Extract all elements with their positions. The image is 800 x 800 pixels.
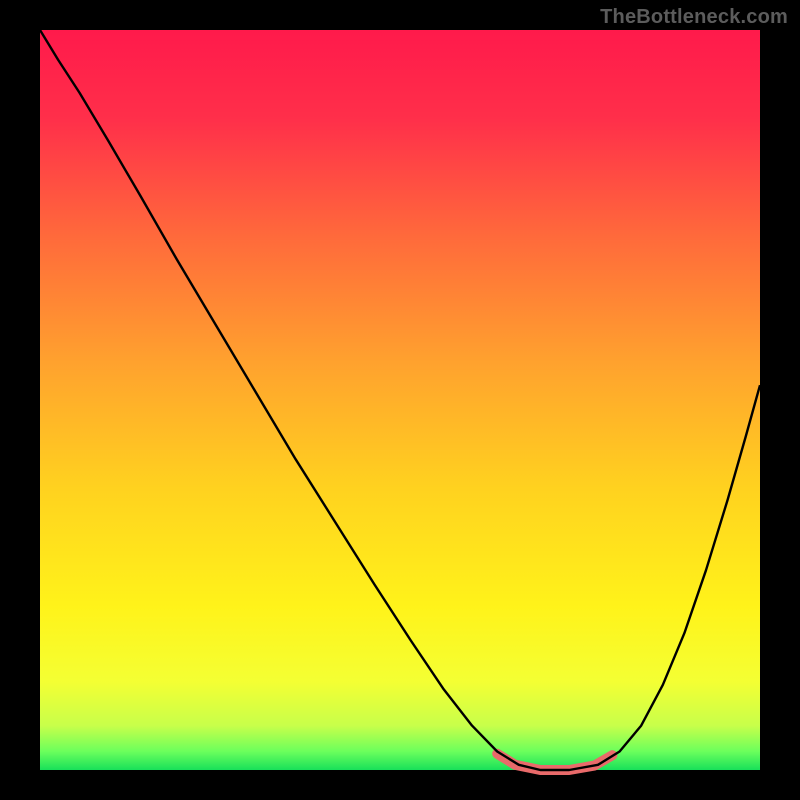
bottleneck-chart — [0, 0, 800, 800]
watermark-text: TheBottleneck.com — [600, 6, 788, 29]
chart-background — [40, 30, 760, 770]
